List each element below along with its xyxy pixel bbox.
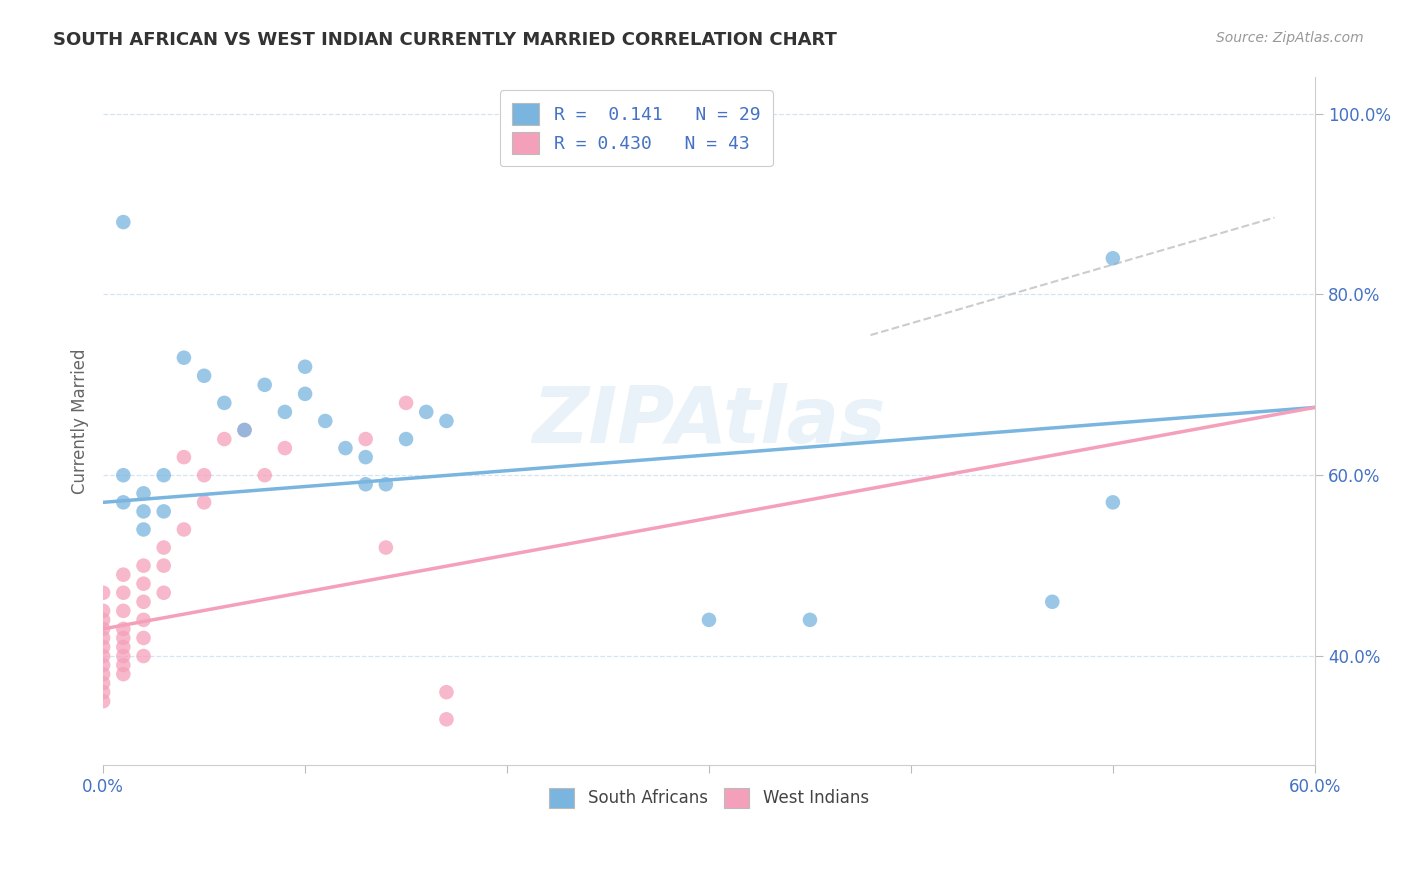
Point (152, 541, 174, 555)
Point (374, 477, 396, 491)
Point (152, 504, 174, 518)
Point (335, 441, 357, 455)
Point (173, 351, 195, 365)
Point (1040, 595, 1063, 609)
Point (91, 694, 114, 708)
Point (354, 450, 377, 464)
Y-axis label: Currently Married: Currently Married (72, 348, 89, 494)
Point (112, 631, 135, 645)
Point (314, 414, 336, 428)
Point (112, 604, 135, 618)
Point (112, 667, 135, 681)
Point (91, 667, 114, 681)
Point (91, 586, 114, 600)
Text: Source: ZipAtlas.com: Source: ZipAtlas.com (1216, 31, 1364, 45)
Point (132, 558, 155, 573)
Point (697, 613, 720, 627)
Point (233, 423, 256, 437)
Point (112, 215, 135, 229)
Text: ZIPAtlas: ZIPAtlas (533, 383, 886, 459)
Point (354, 477, 377, 491)
Point (233, 423, 256, 437)
Text: SOUTH AFRICAN VS WEST INDIAN CURRENTLY MARRIED CORRELATION CHART: SOUTH AFRICAN VS WEST INDIAN CURRENTLY M… (53, 31, 838, 49)
Point (173, 450, 195, 464)
Point (112, 567, 135, 582)
Point (274, 441, 297, 455)
Point (112, 495, 135, 509)
Point (152, 468, 174, 483)
Point (132, 523, 155, 537)
Point (173, 523, 195, 537)
Point (253, 377, 276, 392)
Point (132, 648, 155, 663)
Point (294, 359, 316, 374)
Point (91, 622, 114, 636)
Point (436, 712, 458, 726)
Point (395, 396, 418, 410)
Point (91, 648, 114, 663)
Point (436, 414, 458, 428)
Point (112, 622, 135, 636)
Point (193, 495, 215, 509)
Point (193, 468, 215, 483)
Point (112, 586, 135, 600)
Point (132, 576, 155, 591)
Point (152, 586, 174, 600)
Point (253, 468, 276, 483)
Point (274, 405, 297, 419)
Point (436, 685, 458, 699)
Point (415, 405, 437, 419)
Point (395, 432, 418, 446)
Point (132, 613, 155, 627)
Point (132, 595, 155, 609)
Point (214, 396, 236, 410)
Legend: South Africans, West Indians: South Africans, West Indians (543, 780, 876, 814)
Point (214, 432, 236, 446)
Point (91, 613, 114, 627)
Point (91, 676, 114, 690)
Point (91, 604, 114, 618)
Point (374, 541, 396, 555)
Point (91, 640, 114, 654)
Point (1102, 495, 1125, 509)
Point (112, 658, 135, 673)
Point (1102, 252, 1125, 266)
Point (112, 648, 135, 663)
Point (91, 658, 114, 673)
Point (112, 468, 135, 483)
Point (799, 613, 821, 627)
Point (91, 685, 114, 699)
Point (354, 432, 377, 446)
Point (132, 486, 155, 500)
Point (132, 631, 155, 645)
Point (112, 640, 135, 654)
Point (193, 368, 215, 383)
Point (294, 387, 316, 401)
Point (152, 558, 174, 573)
Point (91, 631, 114, 645)
Point (132, 504, 155, 518)
